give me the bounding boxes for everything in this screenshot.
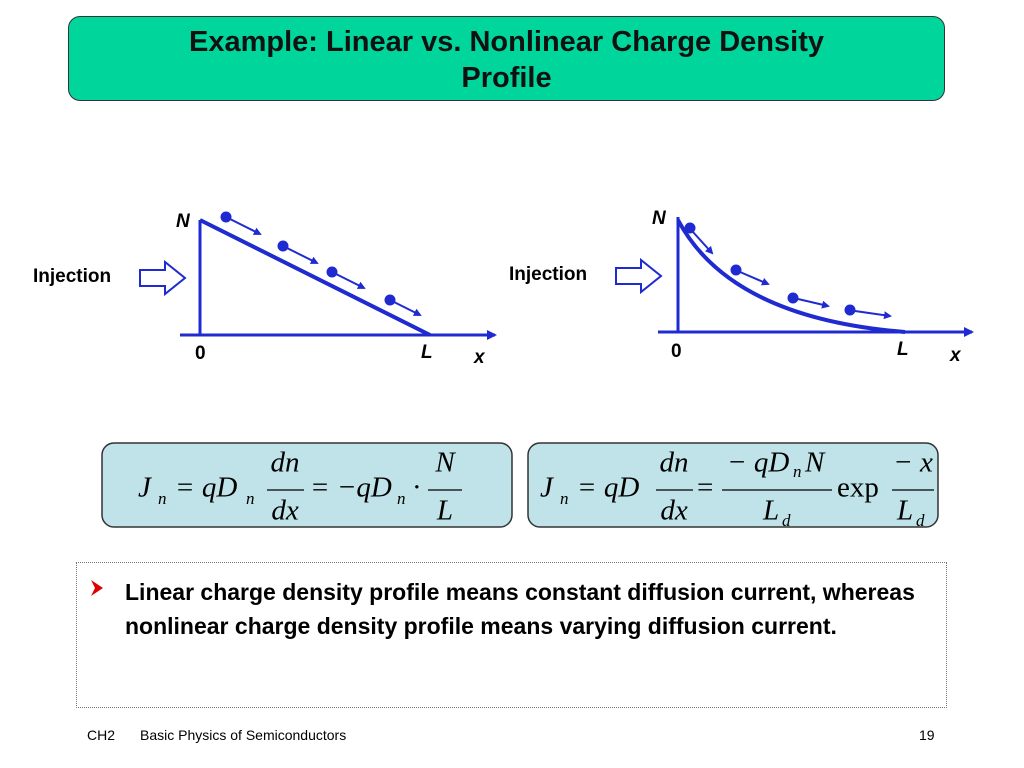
eq-denominator: dx [660,495,688,527]
eq-token: = qD [175,472,237,504]
carriers [220,211,422,316]
eq-numerator: dn [660,447,689,479]
injection-label: Injection [33,266,111,287]
eq-subscript: d [916,511,925,530]
eq-subscript: n [560,489,569,508]
footer-page: 19 [919,727,935,743]
eq-numerator: − x [893,447,933,479]
y-label: N [176,211,191,232]
eq-numerator: N [434,447,456,479]
title-box: Example: Linear vs. Nonlinear Charge Den… [68,16,945,101]
equation-box [527,442,939,528]
eq-subscript: d [782,511,791,530]
eq-numerator: − qD [727,447,789,479]
profile-curve [676,219,906,334]
eq-denominator: L [762,495,779,527]
eq-token: J [540,472,554,504]
origin-label: 0 [671,341,682,362]
injection-arrow [615,257,663,295]
eq-denominator: L [436,495,453,527]
injection-arrow [139,259,187,297]
diagram: Injection N 0 L x [509,208,974,366]
title-line: Example: Linear vs. Nonlinear Charge Den… [189,26,824,58]
eq-numerator: dn [271,447,300,479]
equation-box [101,442,513,528]
eq-token: J [138,472,152,504]
end-label: L [897,339,909,360]
eq-token: exp [837,472,879,504]
injection-label: Injection [509,264,587,285]
eq-subscript: n [246,489,255,508]
carriers [684,222,892,320]
bullet-box: Linear charge density profile means cons… [76,562,947,708]
eq-token: = qD [577,472,639,504]
title-line: Profile [461,62,552,94]
profile-line [199,218,431,337]
diagram: Injection N 0 L x [33,211,497,368]
equation: J n = qD n dn dx = −qD n · N L [101,442,513,528]
eq-token: = [697,472,713,504]
bullet-marker [91,580,103,596]
equation: J n = qD dn dx = − qD n N L d exp − x L … [527,442,939,530]
eq-numerator: N [804,447,826,479]
end-label: L [421,342,433,363]
origin-label: 0 [195,343,206,364]
eq-subscript: n [158,489,167,508]
eq-denominator: L [896,495,913,527]
eq-denominator: dx [271,495,299,527]
footer-course: Basic Physics of Semiconductors [140,727,347,743]
x-label: x [473,347,486,368]
footer-chapter: CH2 [87,727,116,743]
bullet-text: Linear charge density profile means cons… [125,579,915,639]
eq-subscript: n [793,462,802,481]
y-label: N [652,208,667,229]
eq-token: · [412,472,422,504]
x-label: x [949,345,962,366]
eq-subscript: n [397,489,406,508]
eq-token: = −qD [310,472,392,504]
